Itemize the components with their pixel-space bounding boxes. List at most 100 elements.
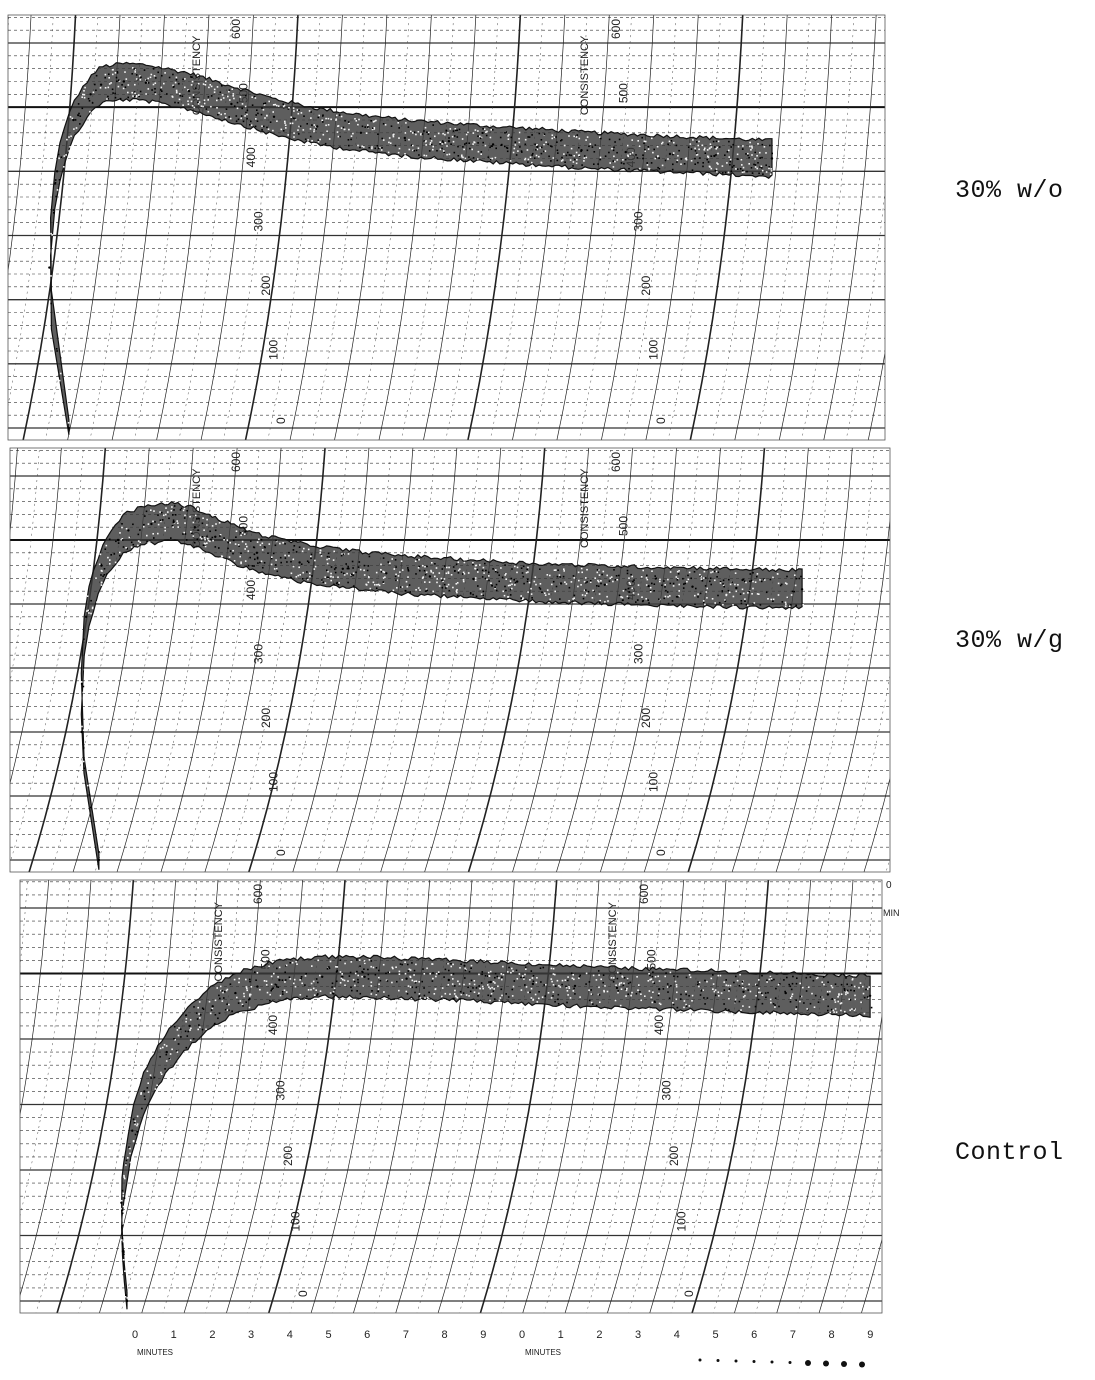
x-tick-label: 9 <box>867 1329 873 1341</box>
data-point <box>150 522 153 526</box>
axis-label-consistency: CONSISTENCY <box>607 901 619 981</box>
x-tick-label: 6 <box>751 1329 757 1341</box>
y-tick-label: 0 <box>274 849 288 856</box>
y-tick-label: 200 <box>259 708 273 728</box>
y-tick-label: 0 <box>654 849 668 856</box>
x-tick-label: 2 <box>596 1329 602 1341</box>
axis-label-consistency: CONSISTENCY <box>579 468 591 548</box>
axis-label-consistency: CONSISTENCY <box>213 901 225 981</box>
series-band-1 <box>80 500 804 870</box>
data-point <box>48 266 51 269</box>
y-tick-label: 300 <box>660 1080 674 1100</box>
panel-label-30-wo: 30% w/o <box>955 176 1064 205</box>
data-point <box>615 986 619 990</box>
data-point <box>256 985 259 988</box>
data-point <box>742 990 745 993</box>
x-axis-minutes: 0 1 2 3 4 5 6 7 8 9 0 1 2 3 4 5 6 7 8 9 MINUTES MINUTES <box>132 1329 873 1368</box>
panel-label-control: Control <box>955 1138 1064 1167</box>
y-tick-label: 200 <box>639 275 653 295</box>
data-point <box>700 989 703 992</box>
data-point <box>580 149 583 152</box>
data-point <box>536 145 539 149</box>
data-point <box>428 575 432 578</box>
data-point <box>131 1129 134 1132</box>
x-tick-label: 0 <box>519 1329 525 1341</box>
x-tick-label: 1 <box>558 1329 564 1341</box>
data-point <box>165 1050 168 1054</box>
y-tick-label: 300 <box>632 644 646 664</box>
data-point <box>122 80 126 83</box>
grid-2 <box>20 880 882 1313</box>
data-point <box>447 140 451 143</box>
x-tick-label: 5 <box>325 1329 331 1341</box>
y-tick-label: 400 <box>266 1015 280 1035</box>
x-tick-label: 6 <box>364 1329 370 1341</box>
x-tick-label: 0 <box>132 1329 138 1341</box>
x-axis-label-right: MINUTES <box>525 1348 561 1357</box>
x-tick-label: 2 <box>209 1329 215 1341</box>
data-point <box>187 89 191 93</box>
data-point <box>713 154 716 158</box>
chart-panel-2: 0 100 200 300 400 500 600 CONSISTENCY 0 100 200 300… <box>19 879 883 1314</box>
data-point <box>230 102 233 106</box>
y-tick-label: 600 <box>251 884 265 904</box>
data-point <box>359 131 363 134</box>
x-tick-label: 5 <box>712 1329 718 1341</box>
x-tick-label: 1 <box>171 1329 177 1341</box>
x-tick-label: 8 <box>442 1329 448 1341</box>
data-point <box>193 526 196 529</box>
data-point <box>298 561 301 564</box>
data-point <box>89 93 92 96</box>
x-tick-label: 4 <box>287 1329 293 1341</box>
data-point <box>127 529 130 532</box>
data-point <box>188 1024 191 1028</box>
data-point <box>647 584 650 588</box>
data-point <box>255 551 259 554</box>
x-axis-label-left: MINUTES <box>137 1348 173 1357</box>
min-zero-label: 0 <box>886 880 892 891</box>
series-band-0 <box>48 61 774 435</box>
y-tick-label: 400 <box>244 580 258 600</box>
x-tick-label: 7 <box>403 1329 409 1341</box>
y-tick-label: 0 <box>274 417 288 424</box>
x-tick-label: 8 <box>829 1329 835 1341</box>
y-tick-label: 400 <box>244 147 258 167</box>
y-tick-label: 200 <box>667 1146 681 1166</box>
data-point <box>735 586 738 590</box>
data-point <box>624 150 627 154</box>
data-point <box>72 118 75 122</box>
data-point <box>385 572 388 575</box>
data-point <box>603 583 606 586</box>
x-tick-label: 9 <box>480 1329 486 1341</box>
y-tick-label: 200 <box>281 1146 295 1166</box>
y-tick-label: 200 <box>639 708 653 728</box>
data-point <box>321 975 324 978</box>
y-tick-label: 400 <box>652 1015 666 1035</box>
data-point <box>172 520 175 524</box>
y-tick-label: 0 <box>654 417 668 424</box>
y-tick-label: 300 <box>632 211 646 231</box>
data-point <box>531 982 535 986</box>
data-point <box>472 577 475 581</box>
y-tick-label: 600 <box>609 452 623 472</box>
data-point <box>80 730 83 734</box>
x-tick-label: 7 <box>790 1329 796 1341</box>
y-tick-label: 600 <box>229 19 243 39</box>
y-tick-label: 100 <box>647 339 661 359</box>
data-point <box>868 994 872 997</box>
data-point <box>770 157 774 160</box>
axis-label-consistency: CONSISTENCY <box>579 35 591 115</box>
grid-0 <box>8 15 885 440</box>
data-point <box>403 136 406 140</box>
data-point <box>491 143 495 146</box>
data-point <box>67 426 71 430</box>
x-tick-label: 3 <box>248 1329 254 1341</box>
y-tick-label: 100 <box>289 1211 303 1231</box>
data-point <box>559 582 563 585</box>
data-point <box>120 1201 123 1205</box>
data-point <box>55 170 59 173</box>
data-point <box>784 991 787 995</box>
data-point <box>272 115 276 119</box>
